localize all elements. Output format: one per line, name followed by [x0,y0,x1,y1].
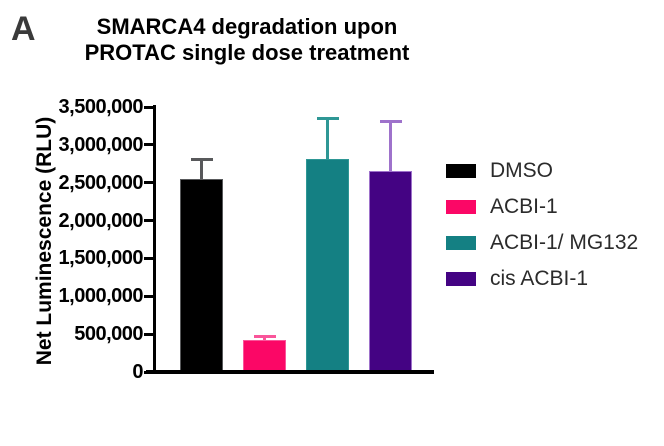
error-bar-cap [379,119,402,123]
error-bar-stem [389,119,392,178]
y-axis-line [153,105,156,374]
bar-acbi-1 [243,340,286,372]
legend-label: ACBI-1/ MG132 [490,231,639,254]
y-axis-tick [144,181,153,185]
chart-title: SMARCA4 degradation upon PROTAC single d… [55,14,439,66]
legend-swatch [446,164,476,178]
y-axis-tick [144,294,153,298]
bar-dmso [180,178,223,372]
y-tick-label: 1,000,000 [58,285,144,308]
x-axis-line [146,370,434,374]
bar-cis-acbi-1 [369,171,412,372]
y-axis-tick [144,332,153,336]
legend-label: DMSO [490,159,553,182]
legend-label: cis ACBI-1 [490,267,589,290]
chart-title-line1: SMARCA4 degradation upon [96,14,398,39]
error-bar-cap [253,334,276,338]
y-axis-tick [144,105,153,109]
y-axis-tick [144,256,153,260]
error-bar-stem [200,157,203,185]
y-tick-label: 0 [132,361,143,383]
y-axis-tick [144,143,153,147]
y-tick-label: 500,000 [74,323,143,346]
y-tick-label: 1,500,000 [58,247,144,270]
legend-label: ACBI-1 [490,195,558,218]
legend-swatch [446,200,476,214]
error-bar-cap [190,157,213,161]
y-tick-label: 3,000,000 [58,133,144,156]
chart-title-line2: PROTAC single dose treatment [84,40,410,65]
error-bar-stem [326,116,329,166]
legend-swatch [446,236,476,250]
error-bar-cap [316,116,339,120]
y-tick-label: 2,500,000 [58,171,144,194]
y-tick-label: 3,500,000 [58,96,144,118]
bar-acbi-1-mg132 [306,159,349,372]
legend-swatch [446,272,476,286]
panel-label: A [11,10,36,48]
y-axis-tick [144,219,153,223]
y-tick-label: 2,000,000 [58,209,144,232]
